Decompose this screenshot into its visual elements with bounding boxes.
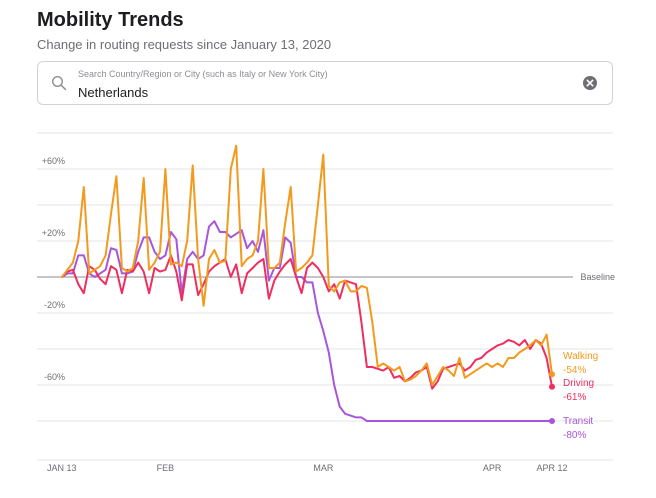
x-tick-label: FEB: [157, 463, 175, 473]
x-tick-label: APR: [483, 463, 502, 473]
series-label-transit: Transit: [563, 416, 593, 427]
series-endpoint-driving: [549, 383, 555, 390]
mobility-chart: +60% +20% -20% -60% Baseline JAN 13 FEB MAR APR A…: [0, 130, 656, 493]
x-tick-label: APR 12: [536, 463, 567, 473]
baseline-label: Baseline: [580, 272, 615, 282]
series-value-driving: -61%: [563, 392, 586, 403]
series-line-transit: [61, 220, 553, 422]
clear-search-button[interactable]: [582, 75, 598, 91]
chart-canvas: +60% +20% -20% -60% Baseline JAN 13 FEB MAR APR A…: [37, 132, 615, 473]
y-tick-label: -60%: [44, 372, 65, 382]
x-tick-label: JAN 13: [47, 463, 77, 473]
y-tick-label: -20%: [44, 300, 65, 310]
search-field[interactable]: Search Country/Region or City (such as I…: [37, 61, 613, 105]
search-icon: [51, 75, 67, 91]
search-input[interactable]: Netherlands: [78, 85, 149, 100]
series-label-walking: Walking: [563, 351, 598, 362]
series-line-walking: [61, 144, 553, 386]
page-subtitle: Change in routing requests since January…: [37, 37, 332, 52]
search-placeholder: Search Country/Region or City (such as I…: [78, 69, 328, 79]
page-title: Mobility Trends: [37, 9, 184, 31]
y-tick-label: +60%: [42, 156, 65, 166]
series-line-driving: [61, 254, 553, 390]
y-tick-label: +20%: [42, 228, 65, 238]
series-label-driving: Driving: [563, 378, 594, 389]
x-tick-label: MAR: [313, 463, 334, 473]
series-value-walking: -54%: [563, 365, 586, 376]
series-endpoint-transit: [549, 418, 555, 424]
series-endpoint-walking: [549, 371, 555, 378]
series-value-transit: -80%: [563, 430, 586, 441]
